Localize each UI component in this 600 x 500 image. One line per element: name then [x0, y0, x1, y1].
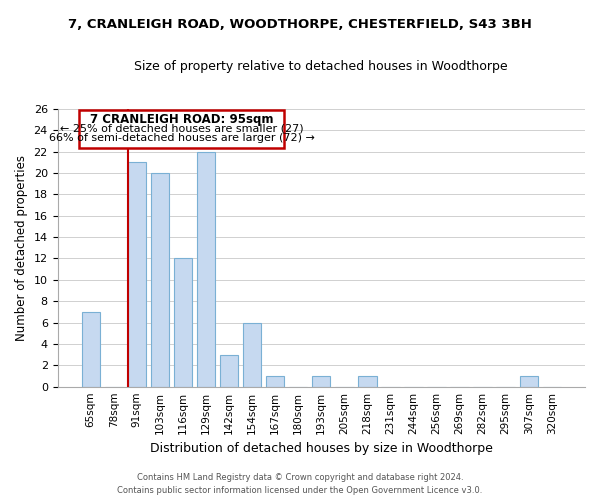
- Text: Contains HM Land Registry data © Crown copyright and database right 2024.
Contai: Contains HM Land Registry data © Crown c…: [118, 474, 482, 495]
- Bar: [358, 376, 377, 386]
- Bar: [82, 312, 100, 386]
- Text: ← 25% of detached houses are smaller (27): ← 25% of detached houses are smaller (27…: [60, 123, 304, 133]
- Bar: [243, 322, 262, 386]
- Title: Size of property relative to detached houses in Woodthorpe: Size of property relative to detached ho…: [134, 60, 508, 73]
- Bar: [128, 162, 146, 386]
- Bar: [197, 152, 215, 386]
- Bar: [520, 376, 538, 386]
- X-axis label: Distribution of detached houses by size in Woodthorpe: Distribution of detached houses by size …: [150, 442, 493, 455]
- Text: 7, CRANLEIGH ROAD, WOODTHORPE, CHESTERFIELD, S43 3BH: 7, CRANLEIGH ROAD, WOODTHORPE, CHESTERFI…: [68, 18, 532, 30]
- Bar: [266, 376, 284, 386]
- Bar: [312, 376, 331, 386]
- FancyBboxPatch shape: [79, 110, 284, 148]
- Text: 7 CRANLEIGH ROAD: 95sqm: 7 CRANLEIGH ROAD: 95sqm: [90, 113, 274, 126]
- Bar: [174, 258, 192, 386]
- Y-axis label: Number of detached properties: Number of detached properties: [15, 155, 28, 341]
- Bar: [151, 173, 169, 386]
- Text: 66% of semi-detached houses are larger (72) →: 66% of semi-detached houses are larger (…: [49, 132, 315, 142]
- Bar: [220, 354, 238, 386]
